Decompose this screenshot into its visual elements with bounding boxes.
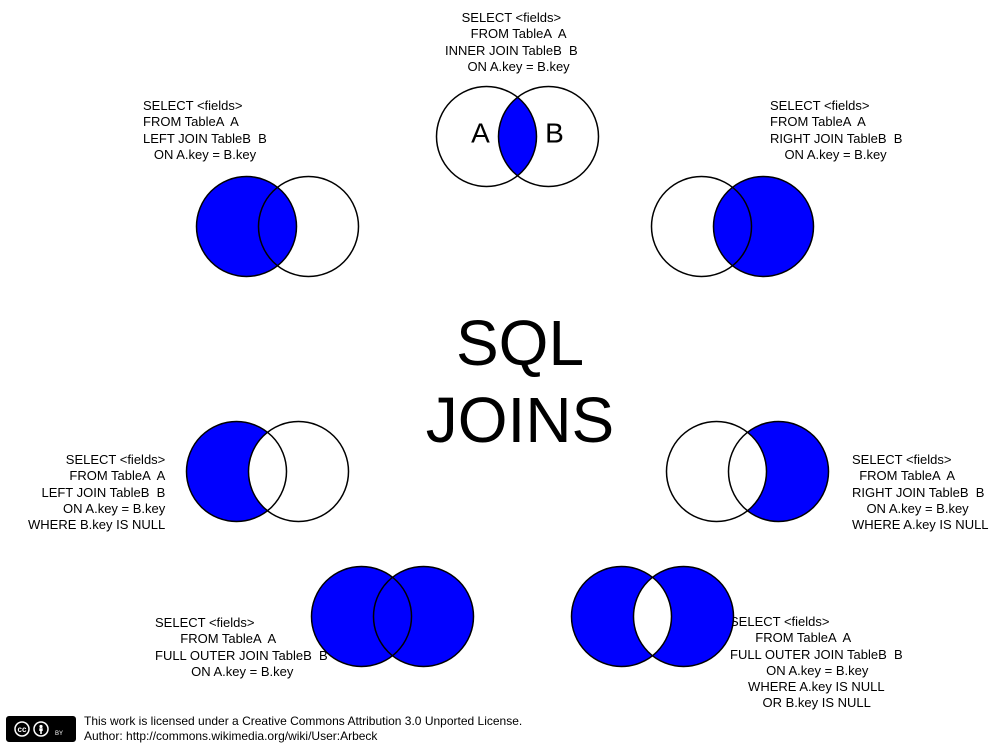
sql-inner-join: SELECT <fields> FROM TableA A INNER JOIN… xyxy=(445,10,578,75)
venn-right-join xyxy=(650,175,815,283)
sql-right-exclusive: SELECT <fields> FROM TableA A RIGHT JOIN… xyxy=(852,452,989,533)
title-line-2: JOINS xyxy=(426,384,614,456)
sql-full-outer: SELECT <fields> FROM TableA A FULL OUTER… xyxy=(155,615,328,680)
license-text: This work is licensed under a Creative C… xyxy=(84,714,522,743)
svg-text:cc: cc xyxy=(18,725,27,734)
cc-by-badge-icon: cc BY xyxy=(6,716,76,742)
sql-full-outer-exclusive: SELECT <fields> FROM TableA A FULL OUTER… xyxy=(730,614,903,712)
svg-text:A: A xyxy=(471,118,490,149)
license-footer: cc BY This work is licensed under a Crea… xyxy=(6,714,522,743)
venn-left-join xyxy=(195,175,360,283)
venn-left-exclusive xyxy=(185,420,350,528)
venn-full-outer-exclusive xyxy=(570,565,735,673)
sql-left-exclusive: SELECT <fields> FROM TableA A LEFT JOIN … xyxy=(28,452,165,533)
svg-text:BY: BY xyxy=(55,731,63,737)
venn-right-exclusive xyxy=(665,420,830,528)
main-title: SQL JOINS xyxy=(370,305,670,459)
svg-text:B: B xyxy=(545,118,564,149)
venn-full-outer xyxy=(310,565,475,673)
title-line-1: SQL xyxy=(456,307,584,379)
sql-right-join: SELECT <fields> FROM TableA A RIGHT JOIN… xyxy=(770,98,902,163)
venn-inner-join: AB xyxy=(435,85,600,193)
sql-left-join: SELECT <fields> FROM TableA A LEFT JOIN … xyxy=(143,98,267,163)
license-line-1: This work is licensed under a Creative C… xyxy=(84,714,522,728)
license-line-2: Author: http://commons.wikimedia.org/wik… xyxy=(84,729,522,743)
